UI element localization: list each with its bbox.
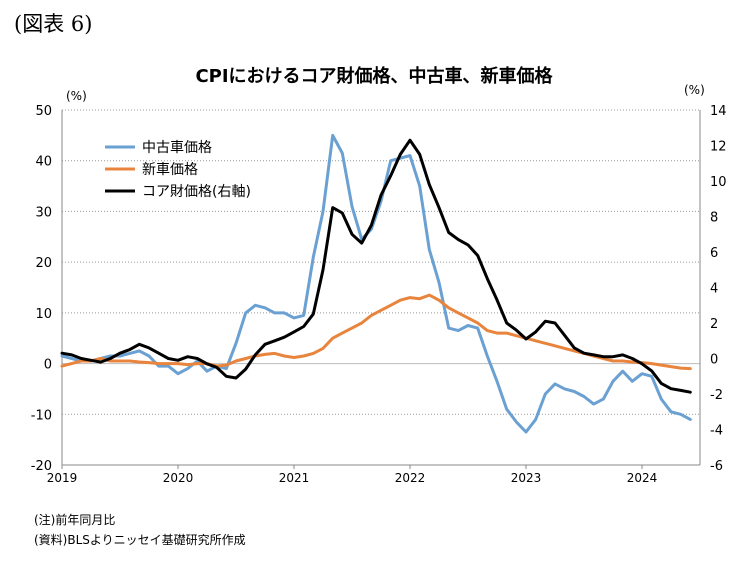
right-axis-unit: (%) xyxy=(684,83,705,97)
right-tick-label: 12 xyxy=(710,140,727,155)
x-tick-label: 2021 xyxy=(279,471,310,485)
left-axis-unit: (%) xyxy=(66,89,87,103)
series-line xyxy=(60,138,692,394)
legend-label: 新車価格 xyxy=(142,161,198,178)
series-lines xyxy=(60,133,692,434)
chart-title: CPIにおけるコア財価格、中古車、新車価格 xyxy=(195,65,553,87)
right-tick-label: -4 xyxy=(710,424,723,439)
left-tick-label: 10 xyxy=(35,307,52,322)
left-tick-label: -20 xyxy=(31,459,52,474)
x-tick-label: 2022 xyxy=(395,471,426,485)
left-tick-label: -10 xyxy=(31,408,52,423)
x-tick-label: 2023 xyxy=(511,471,542,485)
left-tick-label: 50 xyxy=(35,104,52,119)
right-tick-label: 6 xyxy=(710,246,718,261)
legend-label: コア財価格(右軸) xyxy=(142,184,251,200)
legend-label: 中古車価格 xyxy=(142,139,212,156)
right-tick-label: -2 xyxy=(710,388,723,403)
right-tick-label: 4 xyxy=(710,282,718,297)
left-tick-label: 40 xyxy=(35,155,52,170)
right-tick-label: 0 xyxy=(710,353,718,368)
right-tick-label: 14 xyxy=(710,104,727,119)
left-tick-label: 30 xyxy=(35,205,52,220)
x-tick-label: 2020 xyxy=(163,471,194,485)
right-tick-label: 2 xyxy=(710,317,718,332)
right-tick-label: -6 xyxy=(710,459,723,474)
left-tick-label: 20 xyxy=(35,256,52,271)
right-tick-label: 10 xyxy=(710,175,727,190)
source-text: (資料)BLSよりニッセイ基礎研究所作成 xyxy=(34,533,246,547)
left-tick-label: 0 xyxy=(44,358,52,373)
x-tick-label: 2024 xyxy=(627,471,658,485)
note-text: (注)前年同月比 xyxy=(34,513,116,527)
series-line xyxy=(60,293,692,371)
right-tick-label: 8 xyxy=(710,211,718,226)
x-tick-label: 2019 xyxy=(47,471,78,485)
series-line xyxy=(60,133,692,434)
figure-label: (図表 6) xyxy=(14,12,93,36)
